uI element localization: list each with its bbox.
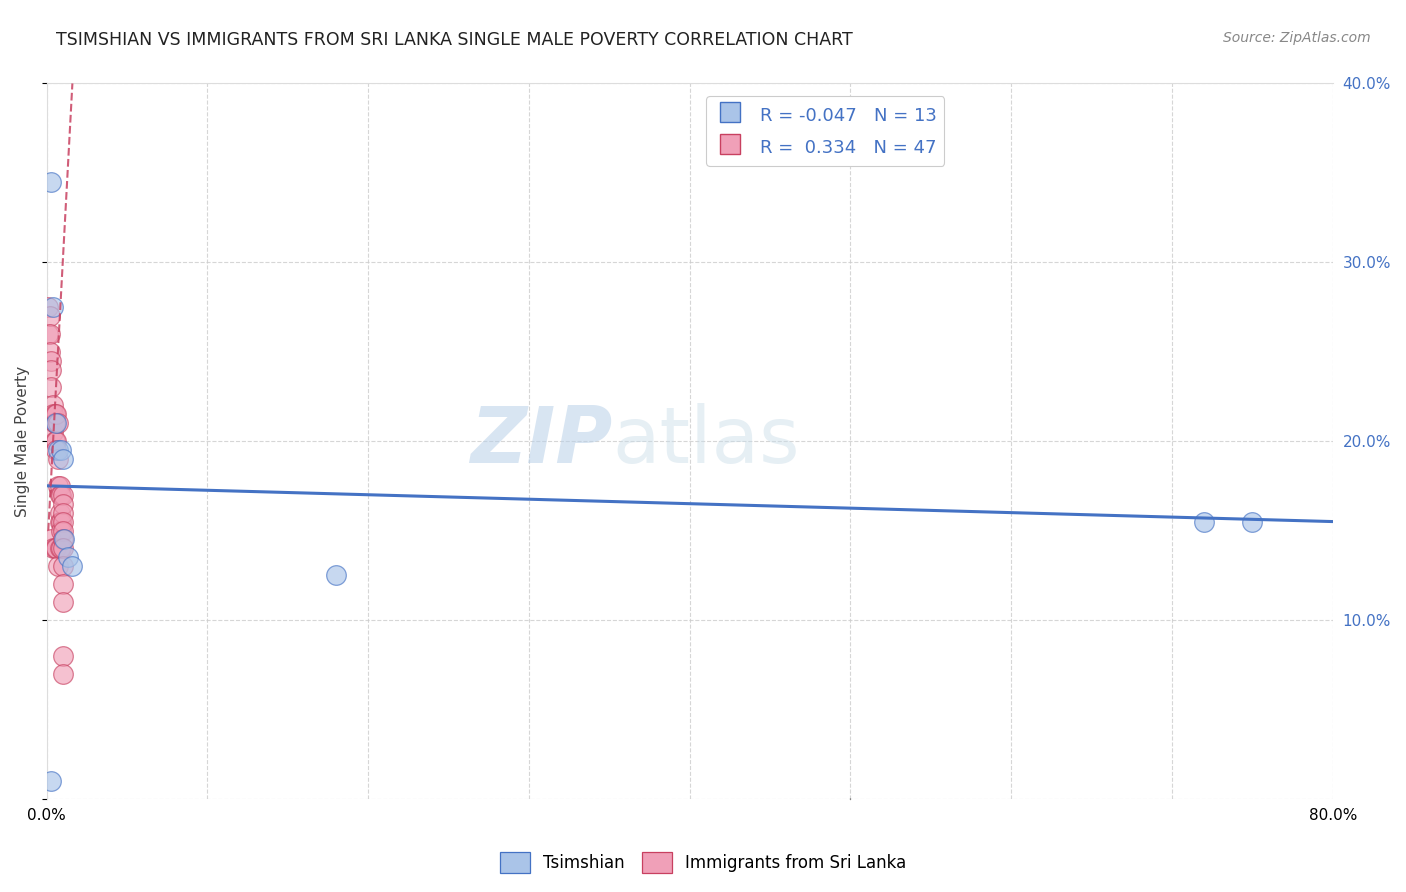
- Point: [52, 515, 75, 529]
- Point: [37, 300, 59, 314]
- Point: [41, 533, 63, 547]
- Point: [41, 380, 63, 394]
- Point: [37, 326, 59, 341]
- Point: [45, 443, 67, 458]
- Point: [52, 524, 75, 538]
- Point: [41, 362, 63, 376]
- Point: [52, 488, 75, 502]
- Point: [52, 541, 75, 556]
- Point: [46, 416, 69, 430]
- Point: [52, 577, 75, 591]
- Text: TSIMSHIAN VS IMMIGRANTS FROM SRI LANKA SINGLE MALE POVERTY CORRELATION CHART: TSIMSHIAN VS IMMIGRANTS FROM SRI LANKA S…: [56, 31, 853, 49]
- Point: [52, 533, 75, 547]
- Point: [48, 488, 70, 502]
- Point: [42, 407, 65, 421]
- Point: [42, 425, 65, 439]
- Point: [42, 541, 65, 556]
- Point: [48, 506, 70, 520]
- Point: [52, 497, 75, 511]
- Point: [46, 452, 69, 467]
- Point: [41, 175, 63, 189]
- Point: [48, 541, 70, 556]
- Y-axis label: Single Male Poverty: Single Male Poverty: [15, 366, 30, 516]
- Point: [56, 550, 79, 565]
- Point: [52, 559, 75, 574]
- Point: [49, 541, 72, 556]
- Point: [60, 559, 83, 574]
- Point: [325, 568, 347, 582]
- Point: [49, 515, 72, 529]
- Point: [38, 326, 60, 341]
- Point: [49, 524, 72, 538]
- Point: [44, 416, 66, 430]
- Point: [52, 595, 75, 609]
- Point: [45, 434, 67, 449]
- Text: Source: ZipAtlas.com: Source: ZipAtlas.com: [1223, 31, 1371, 45]
- Point: [52, 506, 75, 520]
- Point: [48, 479, 70, 493]
- Text: atlas: atlas: [613, 403, 800, 479]
- Point: [1241, 515, 1264, 529]
- Point: [44, 407, 66, 421]
- Point: [52, 648, 75, 663]
- Legend: R = -0.047   N = 13, R =  0.334   N = 47: R = -0.047 N = 13, R = 0.334 N = 47: [706, 96, 945, 166]
- Point: [42, 398, 65, 412]
- Point: [52, 452, 75, 467]
- Legend: Tsimshian, Immigrants from Sri Lanka: Tsimshian, Immigrants from Sri Lanka: [494, 846, 912, 880]
- Point: [46, 479, 69, 493]
- Point: [1192, 515, 1215, 529]
- Point: [42, 300, 65, 314]
- Point: [44, 416, 66, 430]
- Point: [48, 515, 70, 529]
- Point: [45, 407, 67, 421]
- Point: [49, 488, 72, 502]
- Point: [46, 559, 69, 574]
- Point: [44, 541, 66, 556]
- Point: [38, 344, 60, 359]
- Point: [45, 541, 67, 556]
- Point: [45, 416, 67, 430]
- Point: [38, 309, 60, 323]
- Point: [41, 353, 63, 368]
- Text: ZIP: ZIP: [470, 403, 613, 479]
- Point: [53, 533, 76, 547]
- Point: [44, 434, 66, 449]
- Point: [41, 773, 63, 788]
- Point: [49, 443, 72, 458]
- Point: [52, 666, 75, 681]
- Point: [46, 443, 69, 458]
